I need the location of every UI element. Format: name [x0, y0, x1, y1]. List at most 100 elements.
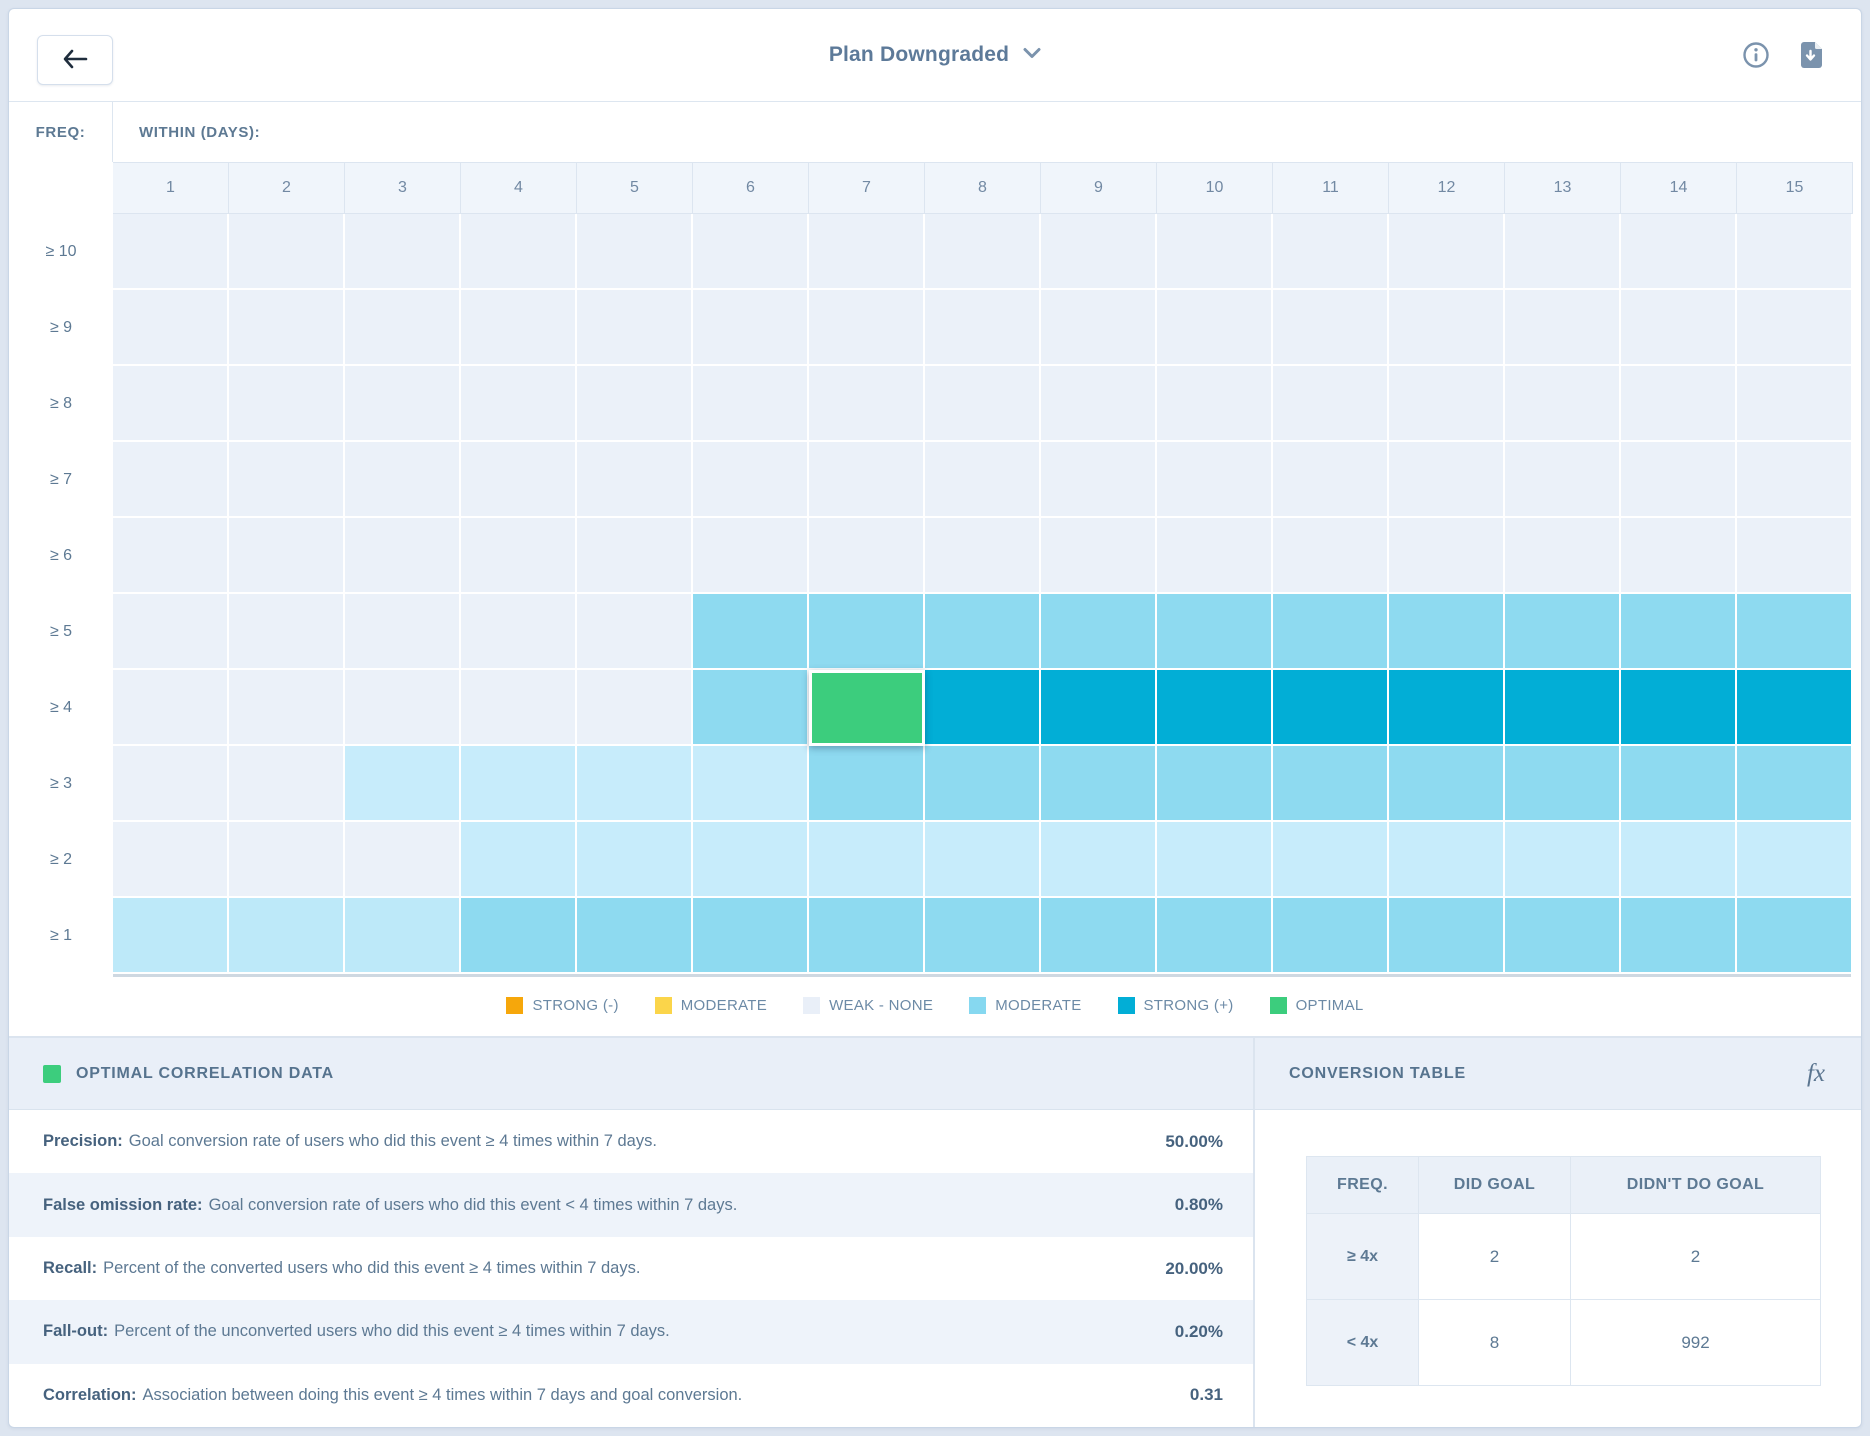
heatmap-cell[interactable] [1041, 746, 1157, 822]
heatmap-cell[interactable] [693, 746, 809, 822]
heatmap-cell[interactable] [809, 746, 925, 822]
heatmap-cell[interactable] [113, 214, 229, 290]
heatmap-cell[interactable] [809, 366, 925, 442]
heatmap-cell[interactable] [229, 594, 345, 670]
heatmap-cell[interactable] [693, 898, 809, 974]
heatmap-cell[interactable] [809, 898, 925, 974]
heatmap-cell[interactable] [1737, 214, 1853, 290]
heatmap-cell[interactable] [113, 366, 229, 442]
heatmap-cell[interactable] [461, 442, 577, 518]
heatmap-cell[interactable] [113, 670, 229, 746]
heatmap-cell[interactable] [1505, 518, 1621, 594]
heatmap-cell[interactable] [577, 822, 693, 898]
heatmap-cell[interactable] [229, 898, 345, 974]
heatmap-cell[interactable] [1389, 290, 1505, 366]
heatmap-cell[interactable] [809, 822, 925, 898]
heatmap-cell[interactable] [1621, 670, 1737, 746]
heatmap-cell[interactable] [1621, 214, 1737, 290]
heatmap-cell[interactable] [1273, 822, 1389, 898]
heatmap-cell[interactable] [1505, 366, 1621, 442]
heatmap-cell[interactable] [1157, 822, 1273, 898]
heatmap-cell[interactable] [1389, 670, 1505, 746]
heatmap-cell[interactable] [113, 746, 229, 822]
heatmap-cell[interactable] [461, 594, 577, 670]
heatmap-cell[interactable] [1621, 822, 1737, 898]
heatmap-cell[interactable] [1041, 214, 1157, 290]
heatmap-cell[interactable] [1273, 214, 1389, 290]
heatmap-cell[interactable] [461, 670, 577, 746]
heatmap-cell[interactable] [1621, 518, 1737, 594]
heatmap-cell[interactable] [345, 746, 461, 822]
heatmap-cell[interactable] [1273, 366, 1389, 442]
heatmap-cell[interactable] [1389, 822, 1505, 898]
heatmap-cell[interactable] [1621, 290, 1737, 366]
heatmap-cell[interactable] [1273, 898, 1389, 974]
heatmap-cell[interactable] [1505, 290, 1621, 366]
heatmap-cell[interactable] [1041, 442, 1157, 518]
heatmap-cell[interactable] [1157, 290, 1273, 366]
heatmap-cell[interactable] [345, 822, 461, 898]
heatmap-cell[interactable] [113, 594, 229, 670]
heatmap-cell[interactable] [229, 214, 345, 290]
heatmap-cell[interactable] [229, 746, 345, 822]
heatmap-cell[interactable] [113, 518, 229, 594]
heatmap-cell[interactable] [1737, 442, 1853, 518]
heatmap-cell[interactable] [1389, 442, 1505, 518]
heatmap-cell[interactable] [1389, 594, 1505, 670]
heatmap-cell[interactable] [809, 214, 925, 290]
heatmap-cell[interactable] [1389, 518, 1505, 594]
heatmap-cell[interactable] [809, 518, 925, 594]
heatmap-cell[interactable] [577, 518, 693, 594]
heatmap-cell[interactable] [1737, 594, 1853, 670]
heatmap-cell[interactable] [1505, 822, 1621, 898]
heatmap-cell[interactable] [577, 746, 693, 822]
heatmap-cell[interactable] [1157, 518, 1273, 594]
heatmap-cell[interactable] [1621, 594, 1737, 670]
heatmap-cell[interactable] [1737, 898, 1853, 974]
heatmap-cell[interactable] [1273, 290, 1389, 366]
heatmap-cell[interactable] [1157, 746, 1273, 822]
heatmap-cell[interactable] [113, 822, 229, 898]
heatmap-cell[interactable] [345, 670, 461, 746]
heatmap-cell[interactable] [345, 442, 461, 518]
heatmap-cell[interactable] [1041, 594, 1157, 670]
heatmap-cell[interactable] [925, 214, 1041, 290]
heatmap-cell[interactable] [1157, 594, 1273, 670]
heatmap-cell[interactable] [1621, 746, 1737, 822]
heatmap-cell[interactable] [113, 442, 229, 518]
heatmap-cell[interactable] [925, 670, 1041, 746]
heatmap-cell[interactable] [925, 442, 1041, 518]
heatmap-cell[interactable] [461, 214, 577, 290]
heatmap-cell[interactable] [1041, 670, 1157, 746]
heatmap-cell[interactable] [693, 594, 809, 670]
heatmap-cell[interactable] [1505, 898, 1621, 974]
heatmap-cell-selected-optimal[interactable] [809, 670, 925, 746]
heatmap-cell[interactable] [1737, 746, 1853, 822]
heatmap-cell[interactable] [461, 898, 577, 974]
heatmap-cell[interactable] [345, 290, 461, 366]
heatmap-cell[interactable] [229, 670, 345, 746]
heatmap-cell[interactable] [1041, 898, 1157, 974]
heatmap-cell[interactable] [809, 442, 925, 518]
heatmap-cell[interactable] [693, 290, 809, 366]
heatmap-cell[interactable] [229, 442, 345, 518]
heatmap-cell[interactable] [925, 898, 1041, 974]
heatmap-cell[interactable] [1505, 746, 1621, 822]
heatmap-cell[interactable] [1157, 214, 1273, 290]
heatmap-cell[interactable] [461, 290, 577, 366]
heatmap-cell[interactable] [345, 594, 461, 670]
heatmap-cell[interactable] [1505, 214, 1621, 290]
heatmap-cell[interactable] [345, 214, 461, 290]
heatmap-cell[interactable] [693, 214, 809, 290]
heatmap-cell[interactable] [1273, 746, 1389, 822]
heatmap-cell[interactable] [229, 518, 345, 594]
heatmap-cell[interactable] [1505, 670, 1621, 746]
heatmap-cell[interactable] [1737, 366, 1853, 442]
heatmap-cell[interactable] [345, 518, 461, 594]
heatmap-cell[interactable] [1273, 670, 1389, 746]
export-download-icon[interactable] [1795, 40, 1825, 70]
heatmap-cell[interactable] [577, 366, 693, 442]
heatmap-cell[interactable] [1389, 746, 1505, 822]
heatmap-cell[interactable] [925, 594, 1041, 670]
heatmap-cell[interactable] [1273, 594, 1389, 670]
